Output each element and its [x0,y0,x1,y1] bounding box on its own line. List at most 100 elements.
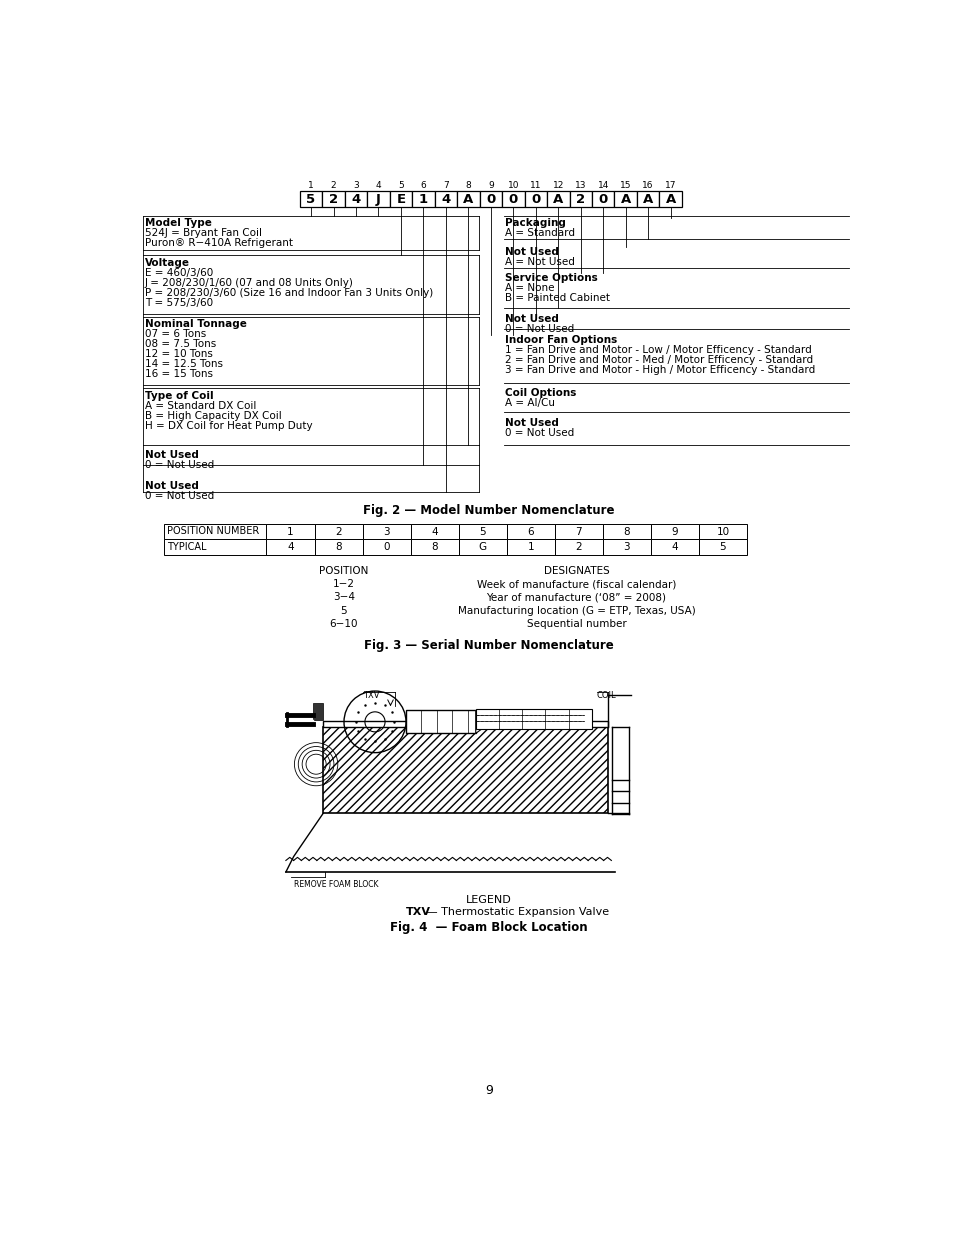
Text: G: G [478,542,486,552]
Bar [435,190,456,207]
Text: 5: 5 [306,194,315,206]
Text: 15: 15 [619,180,631,189]
Text: 0: 0 [598,194,607,206]
Text: TXV: TXV [406,906,431,916]
Bar [299,190,322,207]
Bar [699,524,746,540]
Text: 2 = Fan Drive and Motor - Med / Motor Efficency - Standard: 2 = Fan Drive and Motor - Med / Motor Ef… [505,354,813,364]
Text: Fig. 4  — Foam Block Location: Fig. 4 — Foam Block Location [390,920,587,934]
Text: Service Options: Service Options [505,273,598,283]
Text: Fig. 3 — Serial Number Nomenclature: Fig. 3 — Serial Number Nomenclature [364,640,613,652]
Text: 8: 8 [431,542,437,552]
Bar [524,190,546,207]
Text: TYPICAL: TYPICAL [167,542,207,552]
Text: POSITION: POSITION [319,567,368,577]
Bar [266,540,314,555]
Text: COIL: COIL [596,692,616,700]
Text: 5: 5 [340,605,347,615]
Bar [323,721,608,727]
Text: 8: 8 [623,526,630,537]
Text: 4: 4 [441,194,450,206]
Text: Not Used: Not Used [505,417,558,427]
Text: 0: 0 [508,194,517,206]
Text: POSITION NUMBER: POSITION NUMBER [167,526,259,536]
Text: A = Not Used: A = Not Used [505,257,575,267]
Text: B = Painted Cabinet: B = Painted Cabinet [505,293,610,303]
Bar [614,190,637,207]
Text: Fig. 2 — Model Number Nomenclature: Fig. 2 — Model Number Nomenclature [363,504,614,517]
Text: 7: 7 [575,526,581,537]
Text: H = DX Coil for Heat Pump Duty: H = DX Coil for Heat Pump Duty [145,421,313,431]
Text: 5: 5 [719,542,725,552]
Text: DESIGNATES: DESIGNATES [543,567,609,577]
Text: 3 = Fan Drive and Motor - High / Motor Efficency - Standard: 3 = Fan Drive and Motor - High / Motor E… [505,364,815,374]
Text: 0 = Not Used: 0 = Not Used [505,324,574,333]
Text: 3−4: 3−4 [333,593,355,603]
Text: T = 575/3/60: T = 575/3/60 [145,298,213,308]
Text: 16: 16 [641,180,653,189]
Text: 524J = Bryant Fan Coil: 524J = Bryant Fan Coil [145,228,261,238]
Text: 3: 3 [383,526,390,537]
Text: 9: 9 [484,1084,493,1097]
Text: 4: 4 [287,542,294,552]
Bar [602,524,650,540]
Bar [362,524,410,540]
Text: 4: 4 [671,542,678,552]
Text: 16 = 15 Tons: 16 = 15 Tons [145,369,213,379]
Text: Nominal Tonnage: Nominal Tonnage [145,319,247,330]
Text: E: E [396,194,405,206]
Bar [410,524,458,540]
Text: Week of manufacture (fiscal calendar): Week of manufacture (fiscal calendar) [476,579,676,589]
Bar [456,190,479,207]
Text: Not Used: Not Used [145,480,198,490]
Bar [367,190,390,207]
Text: J = 208/230/1/60 (07 and 08 Units Only): J = 208/230/1/60 (07 and 08 Units Only) [145,278,354,288]
Bar [479,190,501,207]
Bar [602,540,650,555]
Bar [659,190,681,207]
Text: A = None: A = None [505,283,554,293]
Text: 3: 3 [623,542,630,552]
Text: 2: 2 [576,194,585,206]
Text: 1: 1 [308,180,314,189]
Text: 12: 12 [552,180,563,189]
Text: 13: 13 [575,180,586,189]
Text: Sequential number: Sequential number [526,619,626,629]
Text: 2: 2 [335,526,341,537]
Bar [476,709,592,729]
Bar [699,540,746,555]
Text: 2: 2 [575,542,581,552]
Text: 8: 8 [465,180,471,189]
Text: Puron® R−410A Refrigerant: Puron® R−410A Refrigerant [145,238,293,248]
Bar [555,524,602,540]
Text: 17: 17 [664,180,676,189]
Bar [323,727,608,814]
Bar [362,540,410,555]
Bar [266,524,314,540]
Bar [314,524,362,540]
Text: 0 = Not Used: 0 = Not Used [145,461,213,471]
Text: 2: 2 [329,194,337,206]
Bar [458,524,506,540]
Text: Year of manufacture (‘08” = 2008): Year of manufacture (‘08” = 2008) [486,593,666,603]
Polygon shape [476,710,498,734]
Text: 9: 9 [671,526,678,537]
Text: 14: 14 [597,180,608,189]
Text: A = Al/Cu: A = Al/Cu [505,399,555,409]
Text: 5: 5 [479,526,485,537]
Text: 3: 3 [353,180,358,189]
Text: 1: 1 [527,542,534,552]
Text: 1: 1 [287,526,294,537]
Text: 6: 6 [527,526,534,537]
Text: LEGEND: LEGEND [466,895,511,905]
Text: 8: 8 [335,542,341,552]
Bar [458,540,506,555]
Text: 6−10: 6−10 [330,619,358,629]
Text: 0: 0 [531,194,539,206]
Bar [650,524,699,540]
Text: Indoor Fan Options: Indoor Fan Options [505,335,617,345]
Text: J: J [375,194,380,206]
Bar [406,710,476,734]
Bar [390,190,412,207]
Text: 10: 10 [716,526,729,537]
